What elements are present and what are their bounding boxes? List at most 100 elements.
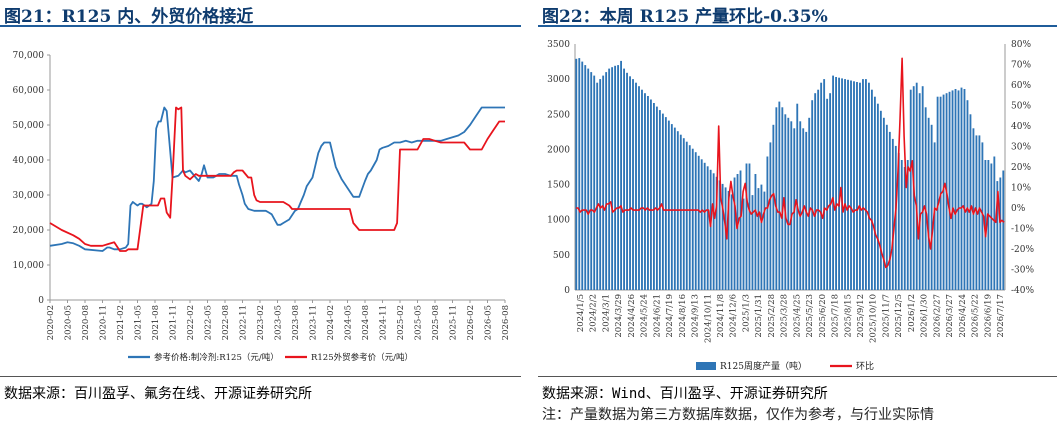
left-x-tick-label: 2023-02 <box>256 305 266 340</box>
right-y2-tick-label: 60% <box>1011 81 1031 91</box>
right-production-bar <box>605 72 608 290</box>
right-x-tick-label: 2026/2/27 <box>932 294 942 338</box>
right-production-bar <box>799 121 802 290</box>
right-x-tick-label: 2026/4/24 <box>958 294 968 338</box>
right-production-bar <box>903 167 906 290</box>
right-production-bar <box>727 190 730 290</box>
right-production-bar <box>865 79 867 290</box>
right-x-tick-label: 2024/8/16 <box>678 294 688 338</box>
right-production-bar <box>688 145 691 290</box>
left-x-tick-label: 2023-05 <box>274 305 284 340</box>
right-production-bar <box>599 79 602 290</box>
right-legend-swatch-bars <box>696 362 716 370</box>
right-production-bar <box>584 65 587 290</box>
right-x-tick-label: 2024/7/19 <box>665 294 675 338</box>
left-x-tick-label: 2025-05 <box>414 305 424 340</box>
right-production-bar <box>664 117 667 290</box>
left-source-text: 数据来源：百川盈孚、氟务在线、开源证券研究所 <box>4 386 312 402</box>
right-production-bar <box>638 86 640 290</box>
right-x-tick-label: 2026/5/22 <box>971 294 981 338</box>
right-production-bar <box>957 90 960 291</box>
right-x-tick-label: 2024/12/6 <box>729 294 739 338</box>
right-production-bar <box>626 72 628 290</box>
left-x-tick-label: 2024-05 <box>344 305 354 340</box>
right-production-bar <box>784 114 787 290</box>
left-x-tick-label: 2021-05 <box>134 305 144 340</box>
right-production-bar <box>617 65 620 290</box>
right-production-bar <box>999 177 1002 290</box>
right-production-bar <box>757 188 760 290</box>
right-x-tick-label: 2025/5/23 <box>805 294 815 338</box>
right-x-tick-label: 2026/1/30 <box>920 294 930 338</box>
right-production-bar <box>661 113 664 290</box>
right-production-bar <box>670 124 673 290</box>
right-production-bar <box>814 93 817 290</box>
right-x-tick-label: 2025/11/7 <box>881 294 891 338</box>
right-production-bar <box>972 128 975 290</box>
right-production-bar <box>754 174 757 290</box>
right-x-tick-label: 2024/6/21 <box>652 294 662 338</box>
right-production-bar <box>721 183 724 290</box>
right-production-bar <box>879 110 882 290</box>
right-production-bar <box>596 82 599 290</box>
right-production-bar <box>581 61 584 290</box>
right-production-bar <box>829 93 832 290</box>
right-production-bar <box>984 160 987 290</box>
right-x-tick-label: 2024/4/26 <box>627 294 637 338</box>
right-production-bar <box>868 82 870 290</box>
right-x-tick-label: 2026/6/19 <box>983 294 993 338</box>
right-production-bar <box>996 181 999 290</box>
right-y-tick-label: 2500 <box>547 110 570 120</box>
left-legend-label: R125外贸参考价（元/吨） <box>311 352 413 363</box>
left-x-tick-label: 2022-02 <box>186 305 196 340</box>
right-production-bar <box>694 152 697 290</box>
right-y-tick-label: 2000 <box>547 145 570 155</box>
right-x-tick-label: 2025/2/28 <box>767 294 777 338</box>
right-production-bar <box>936 96 939 290</box>
right-production-bar <box>706 166 709 290</box>
right-x-tick-label: 2024/2/2 <box>589 294 599 332</box>
right-production-bar <box>718 180 721 290</box>
right-production-bar <box>859 82 861 290</box>
right-production-bar <box>712 173 715 290</box>
right-y2-tick-label: 10% <box>1011 184 1031 194</box>
right-y2-tick-label: 40% <box>1011 122 1031 132</box>
right-production-bar <box>653 103 655 290</box>
right-production-bar <box>724 187 727 290</box>
left-bottom-rule <box>0 376 521 377</box>
right-production-bar <box>897 152 900 290</box>
right-production-bar <box>882 117 885 290</box>
right-y-tick-label: 500 <box>553 251 570 261</box>
left-x-tick-label: 2020-08 <box>81 305 91 340</box>
right-production-bar <box>733 177 736 290</box>
right-production-bar <box>578 58 581 290</box>
right-x-tick-label: 2024/1/5 <box>576 294 586 332</box>
right-x-tick-label: 2024/5/24 <box>640 294 650 338</box>
right-production-bar <box>778 101 781 290</box>
left-y-tick-label: 30,000 <box>13 191 45 201</box>
left-series-line-r125-domestic <box>49 106 505 252</box>
left-y-tick-label: 60,000 <box>13 86 45 96</box>
right-production-bar <box>987 160 990 290</box>
left-x-tick-label: 2022-11 <box>239 305 249 340</box>
right-production-bar <box>742 198 745 290</box>
left-x-tick-label: 2022-08 <box>221 305 231 340</box>
right-production-bar <box>993 156 996 290</box>
right-y2-tick-label: -20% <box>1011 245 1034 255</box>
right-x-tick-label: 2025/6/20 <box>818 294 828 338</box>
left-x-tick-label: 2023-08 <box>291 305 301 340</box>
left-y-tick-label: 70,000 <box>13 51 45 61</box>
right-bar-line-chart: 0 500 1000 1500 2000 2500 3000 3500 -40% -30% -20%… <box>547 40 1034 372</box>
right-production-bar <box>602 75 605 290</box>
right-production-bar <box>641 89 643 290</box>
right-x-tick-label: 2026/1/2 <box>907 294 917 332</box>
left-series-line-r125-export <box>49 106 505 252</box>
right-y2-tick-label: 50% <box>1011 102 1031 112</box>
right-production-bar <box>900 160 903 290</box>
right-production-bar <box>679 134 682 290</box>
right-production-bar <box>906 160 909 290</box>
right-production-bar <box>715 176 718 290</box>
right-y-tick-label: 0 <box>564 286 570 296</box>
right-production-bar <box>873 96 876 290</box>
right-production-bar <box>775 107 778 290</box>
